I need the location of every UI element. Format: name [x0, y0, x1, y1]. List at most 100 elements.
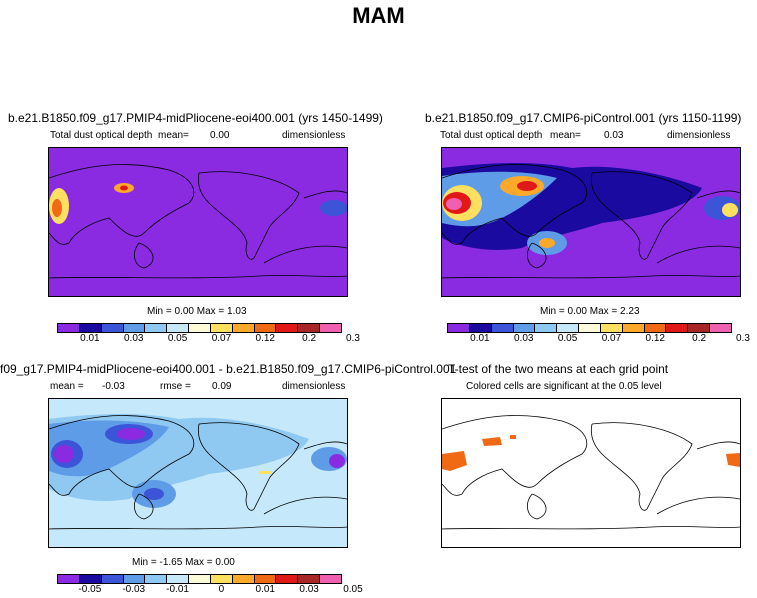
panel1-colorbar-swatch: [298, 324, 321, 332]
panel2-colorbar-tick-label: 0.12: [645, 333, 665, 344]
p3-diff-sahara-core: [54, 445, 74, 463]
panel1-colorbar-tick-label: 0.07: [211, 333, 232, 344]
panel3-colorbar-swatch: [167, 575, 190, 583]
panel1-units: dimensionless: [282, 130, 346, 141]
panel4-map: [441, 398, 741, 548]
panel2-colorbar-swatch: [535, 324, 558, 332]
panel2-mean-value: 0.03: [604, 130, 624, 141]
panel2-colorbar: [447, 323, 732, 333]
panel1-colorbar-tick-label: 0.2: [302, 333, 317, 344]
panel1-map-svg: [49, 164, 347, 279]
panel1-min-max: Min = 0.00 Max = 1.03: [147, 306, 247, 317]
panel3-colorbar-swatch: [79, 575, 102, 583]
panel3-colorbar-labels: -0.05 -0.03 -0.01 0 0.01 0.03 0.05: [57, 584, 362, 596]
panel3-colorbar-tick-label: 0.03: [299, 584, 319, 595]
panel2-colorbar-swatch: [710, 324, 731, 332]
panel3-colorbar-tick-label: -0.01: [166, 584, 189, 595]
panel1-colorbar-swatch: [320, 324, 341, 332]
p4-sig-sahara: [442, 451, 467, 471]
panel2-colorbar-swatch: [666, 324, 689, 332]
panel3-units: dimensionless: [282, 381, 346, 392]
panel3-mean-label: mean =: [50, 381, 84, 392]
panel2-colorbar-swatch: [513, 324, 536, 332]
p1-dust-sahara-core: [52, 199, 62, 217]
panel3-colorbar-tick-label: -0.05: [78, 584, 102, 595]
panel3-min-max: Min = -1.65 Max = 0.00: [132, 557, 235, 568]
p4-sig-asia: [510, 435, 516, 439]
p1-dust-taklamakan-core: [120, 185, 128, 191]
p2-dust-sahara-max: [446, 198, 462, 210]
panel4-coastlines: [442, 415, 740, 530]
panel3-colorbar-tick-label: -0.03: [122, 584, 146, 595]
panel2-units: dimensionless: [667, 130, 731, 141]
panel1-colorbar-tick-label: 0.01: [80, 333, 100, 344]
panel1-colorbar-tick-label: 0.05: [167, 333, 188, 344]
panel3-colorbar-swatch: [232, 575, 255, 583]
panel3-map: [48, 398, 348, 548]
panel1-colorbar-tick-label: 0.12: [255, 333, 275, 344]
p2-dust-atlantic-core: [722, 203, 738, 217]
panel2-colorbar-tick-label: 0.05: [557, 333, 578, 344]
panel2-colorbar-swatch: [644, 324, 667, 332]
panel1-colorbar-swatch: [189, 324, 211, 332]
panel1-colorbar-swatch: [254, 324, 277, 332]
panel2-colorbar-swatch: [469, 324, 492, 332]
panel2-colorbar-tick-label: 0.07: [601, 333, 622, 344]
p3-diff-australia-core: [144, 488, 164, 500]
panel2-colorbar-tick-label: 0.01: [470, 333, 490, 344]
panel3-colorbar-swatch: [254, 575, 277, 583]
panel2-colorbar-swatch: [579, 324, 601, 332]
panel2-map-svg: [442, 163, 740, 279]
panel4-subtitle: Colored cells are significant at the 0.0…: [466, 381, 662, 392]
panel2-min-max: Min = 0.00 Max = 2.23: [540, 306, 640, 317]
panel2-colorbar-swatch: [622, 324, 645, 332]
panel3-rmse-value: 0.09: [212, 381, 232, 392]
panel1-subtitle: Total dust optical depth: [50, 130, 153, 141]
panel3-title: f09_g17.PMIP4-midPliocene-eoi400.001 - b…: [0, 362, 457, 376]
p4-sig-arabia: [482, 437, 502, 446]
p3-diff-asia-core: [117, 428, 145, 440]
panel3-colorbar-swatch: [210, 575, 233, 583]
p2-dust-asia-core: [517, 181, 537, 191]
panel3-coastlines: [49, 415, 347, 530]
panel1-colorbar-swatch: [167, 324, 190, 332]
panel1-map: [48, 147, 348, 297]
panel2-coastlines: [442, 164, 740, 279]
panel2-colorbar-tick-label: 0.3: [736, 333, 750, 344]
panel2-map: [441, 147, 741, 297]
p1-dust-atlantic: [320, 200, 347, 216]
panel3-colorbar-tick-label: 0.05: [343, 584, 363, 595]
panel1-coastlines: [49, 164, 347, 279]
panel3-colorbar-swatch: [189, 575, 211, 583]
panel3-colorbar-swatch: [123, 575, 146, 583]
panel2-colorbar-swatch: [448, 324, 470, 332]
panel3-mean-value: -0.03: [102, 381, 125, 392]
panel2-colorbar-labels: 0.01 0.03 0.05 0.07 0.12 0.2 0.3: [447, 333, 750, 345]
panel1-colorbar-tick-label: 0.03: [123, 333, 144, 344]
panel2-title: b.e21.B1850.f09_g17.CMIP6-piControl.001 …: [425, 111, 742, 125]
p3-diff-positive-spot: [259, 471, 271, 474]
panel3-colorbar-swatch: [276, 575, 299, 583]
panel1-colorbar-tick-label: 0.3: [346, 333, 360, 344]
p4-sig-atlantic: [726, 453, 740, 467]
panel1-mean-value: 0.00: [210, 130, 230, 141]
panel3-colorbar-swatch: [58, 575, 80, 583]
panel2-colorbar-swatch: [688, 324, 711, 332]
panel4-map-svg: [442, 415, 740, 530]
p2-dust-australia-core: [539, 238, 555, 248]
panel1-colorbar: [57, 323, 342, 333]
panel2-colorbar-swatch: [557, 324, 580, 332]
panel1-colorbar-labels: 0.01 0.03 0.05 0.07 0.12 0.2 0.3: [57, 333, 360, 345]
panel2-colorbar-tick-label: 0.2: [692, 333, 707, 344]
figure-title: MAM: [352, 3, 405, 28]
panel2-subtitle: Total dust optical depth: [440, 130, 543, 141]
panel3-colorbar: [57, 574, 342, 584]
panel2-colorbar-swatch: [600, 324, 623, 332]
p3-diff-atlantic-core: [329, 454, 345, 468]
panel1-colorbar-swatch: [232, 324, 255, 332]
panel2-mean-label: mean=: [550, 130, 581, 141]
panel3-colorbar-swatch: [298, 575, 321, 583]
panel1-colorbar-swatch: [123, 324, 146, 332]
panel1-title: b.e21.B1850.f09_g17.PMIP4-midPliocene-eo…: [8, 111, 383, 125]
panel3-colorbar-tick-label: 0: [218, 584, 225, 595]
